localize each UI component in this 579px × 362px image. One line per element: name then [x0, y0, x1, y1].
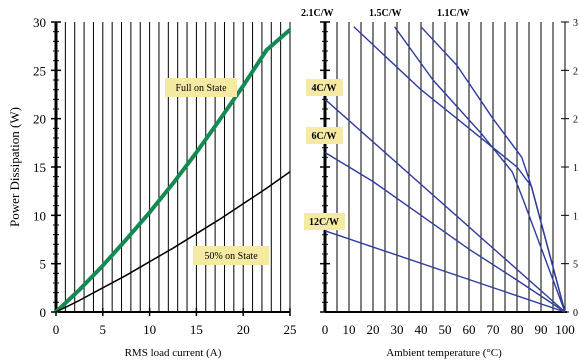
left-x-tick-label: 10 — [143, 322, 156, 337]
left-y-axis-title: Power Dissipation (W) — [7, 107, 22, 227]
right-x-tick-label: 30 — [391, 322, 404, 337]
left-x-tick-label: 20 — [237, 322, 250, 337]
label-2-1-cw: 2.1C/W — [301, 8, 334, 19]
right-y-tick-label: 2 — [573, 115, 578, 126]
left-y-tick-label: 30 — [33, 15, 46, 30]
right-plot-grid — [336, 22, 554, 312]
right-series-group — [324, 26, 566, 313]
label-1-1-cw: 1.1C/W — [437, 8, 470, 19]
right-series-1-5c-w — [394, 26, 566, 313]
left-y-tick-label: 20 — [33, 112, 46, 127]
right-x-axis-title: Ambient temperature (°C) — [386, 347, 502, 359]
right-y-tick-label: 3 — [573, 18, 578, 29]
half-on-label-box — [193, 246, 269, 265]
label-12-cw: 12C/W — [309, 217, 339, 228]
left-x-axis-title: RMS load current (A) — [125, 347, 222, 359]
label-12-cw-box — [304, 213, 345, 230]
right-x-tick-label: 40 — [415, 322, 428, 337]
left-y-tick-label: 25 — [33, 63, 46, 78]
right-y-tick-label: 5 — [573, 260, 578, 271]
right-x-tick-label: 80 — [511, 322, 524, 337]
left-y-tick-label: 15 — [33, 160, 46, 175]
label-6-cw-box — [306, 127, 343, 144]
label-4-cw-box — [306, 79, 343, 96]
left-x-tick-label: 25 — [284, 322, 297, 337]
right-x-tick-label: 50 — [439, 322, 452, 337]
label-1-5-cw: 1.5C/W — [369, 8, 402, 19]
left-series-50-on-state — [55, 171, 291, 313]
right-series-6c-w — [324, 151, 566, 313]
full-on-label-box — [165, 78, 237, 97]
full-on-label: Full on State — [175, 83, 227, 94]
right-y-tick-label: 0 — [573, 308, 578, 319]
right-y-tick-label: 2 — [573, 66, 578, 77]
right-x-tick-label: 20 — [367, 322, 380, 337]
right-x-tick-label: 70 — [487, 322, 500, 337]
right-series-12c-w — [324, 230, 566, 313]
right-x-tick-label: 60 — [463, 322, 476, 337]
left-y-tick-label: 5 — [40, 257, 47, 272]
right-x-tick-label: 10 — [343, 322, 356, 337]
left-y-tick-label: 0 — [40, 305, 47, 320]
right-series-4c-w — [324, 98, 566, 313]
half-on-label: 50% on State — [204, 251, 258, 262]
label-6-cw: 6C/W — [312, 131, 337, 142]
left-x-tick-label: 0 — [53, 322, 60, 337]
left-x-tick-label: 5 — [100, 322, 107, 337]
right-y-tick-label: 1 — [573, 163, 578, 174]
label-4-cw: 4C/W — [312, 83, 337, 94]
left-axis-ticks: 0 5 10 15 20 25 30 0 5 10 15 20 25 — [33, 15, 297, 337]
right-x-tick-label: 90 — [535, 322, 548, 337]
right-y-tick-label: 1 — [573, 211, 578, 222]
right-x-tick-label: 100 — [555, 322, 575, 337]
left-y-tick-label: 10 — [33, 208, 46, 223]
left-x-tick-label: 15 — [190, 322, 203, 337]
right-x-tick-label: 0 — [322, 322, 329, 337]
left-series-full-on-state — [54, 28, 292, 314]
right-series-1-1c-w — [420, 26, 566, 313]
left-series-group — [54, 28, 292, 314]
